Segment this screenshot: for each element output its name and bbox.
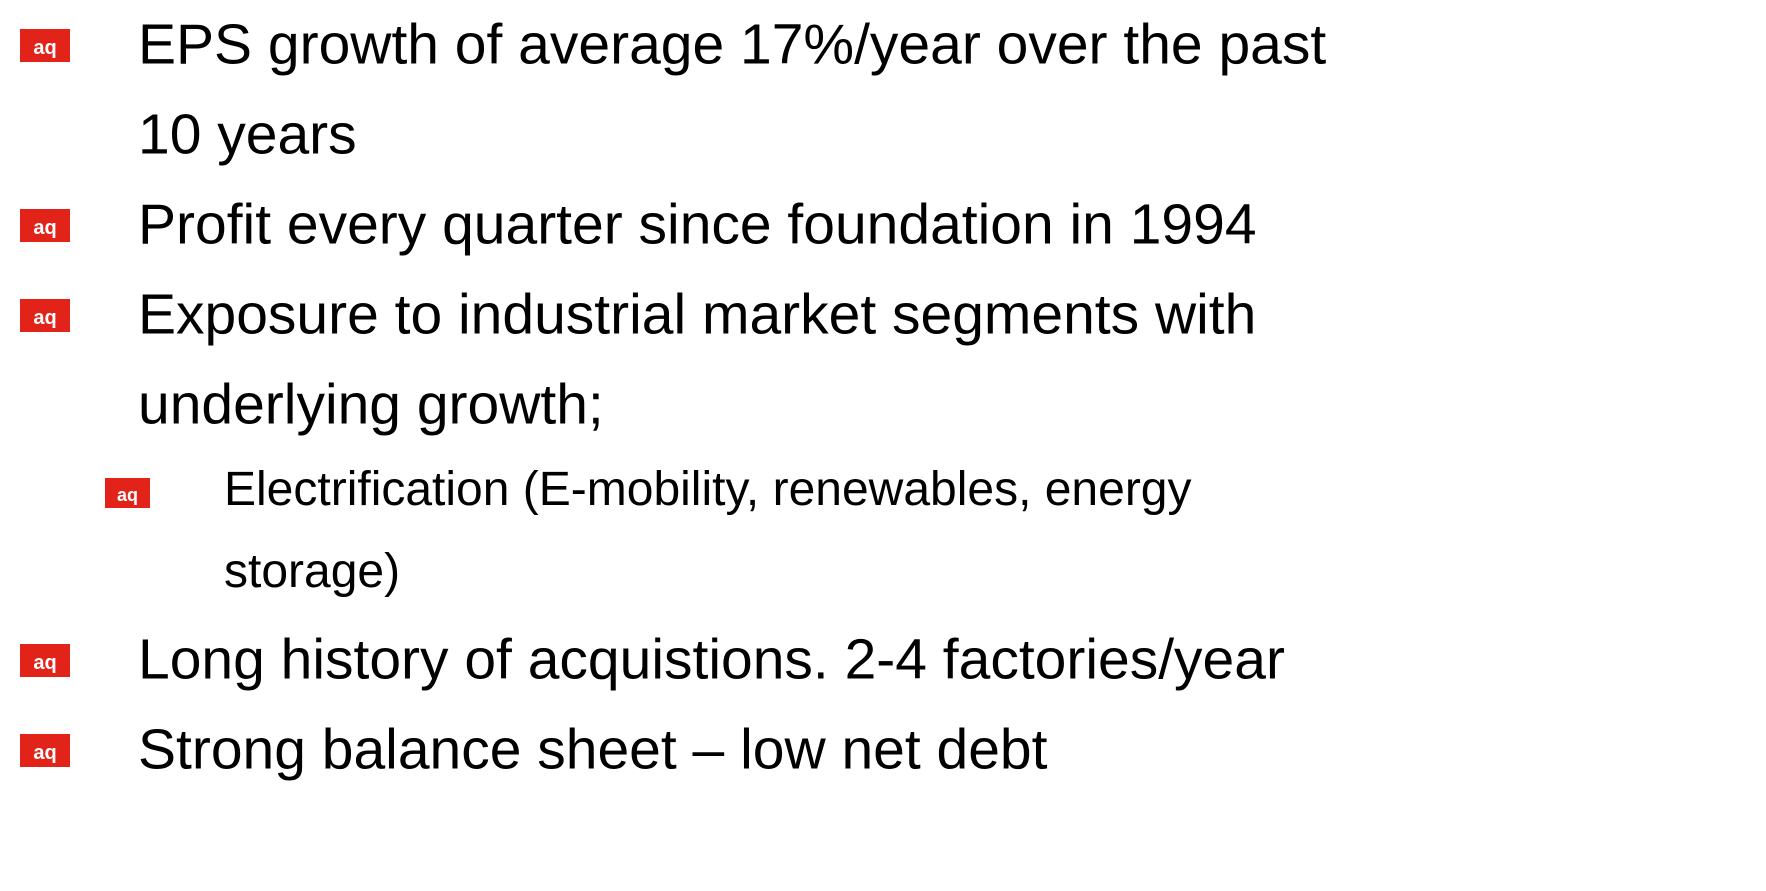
- bullet-icon: aq: [20, 299, 70, 332]
- bullet-icon: aq: [20, 209, 70, 242]
- bullet-text: 10 years: [138, 102, 357, 167]
- bullet-text: Profit every quarter since foundation in…: [138, 192, 1257, 257]
- bullet-icon: aq: [20, 734, 70, 767]
- bullet-icon: aq: [20, 644, 70, 677]
- sub-bullet-text: Electrification (E-mobility, renewables,…: [224, 463, 1192, 516]
- bullet-text: underlying growth;: [138, 372, 604, 437]
- bullet-text: EPS growth of average 17%/year over the …: [138, 12, 1327, 77]
- bullet-icon: aq: [20, 29, 70, 62]
- bullet-text: Long history of acquistions. 2-4 factori…: [138, 627, 1285, 692]
- bullet-text: Exposure to industrial market segments w…: [138, 282, 1257, 347]
- bullet-text: Strong balance sheet – low net debt: [138, 717, 1048, 782]
- sub-bullet-text: storage): [224, 545, 401, 598]
- sub-bullet-icon: aq: [105, 478, 150, 508]
